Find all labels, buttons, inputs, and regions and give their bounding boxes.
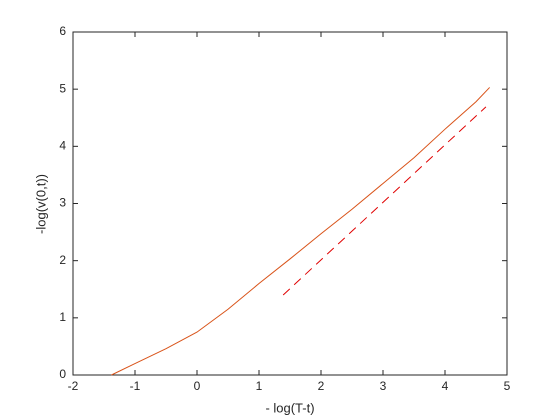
y-tick-label: 2 bbox=[59, 253, 66, 267]
y-tick-label: 1 bbox=[59, 310, 66, 324]
x-tick-label: 1 bbox=[256, 379, 263, 393]
y-tick-label: 4 bbox=[59, 139, 66, 153]
x-axis-label: - log(T-t) bbox=[265, 400, 314, 415]
y-tick-label: 0 bbox=[59, 367, 66, 381]
y-axis-label: -log(v(0,t)) bbox=[33, 174, 48, 234]
x-tick-label: 4 bbox=[442, 379, 449, 393]
series-line bbox=[282, 106, 487, 296]
x-tick-label: 5 bbox=[504, 379, 511, 393]
y-tick-label: 3 bbox=[59, 196, 66, 210]
x-tick-label: -2 bbox=[68, 379, 79, 393]
y-tick-label: 6 bbox=[59, 24, 66, 38]
x-tick-label: 2 bbox=[318, 379, 325, 393]
x-tick-label: 3 bbox=[380, 379, 387, 393]
axes-box bbox=[72, 31, 508, 376]
x-tick-label: 0 bbox=[194, 379, 201, 393]
y-tick-label: 5 bbox=[59, 81, 66, 95]
series-line bbox=[111, 87, 491, 376]
x-tick-label: -1 bbox=[130, 379, 141, 393]
